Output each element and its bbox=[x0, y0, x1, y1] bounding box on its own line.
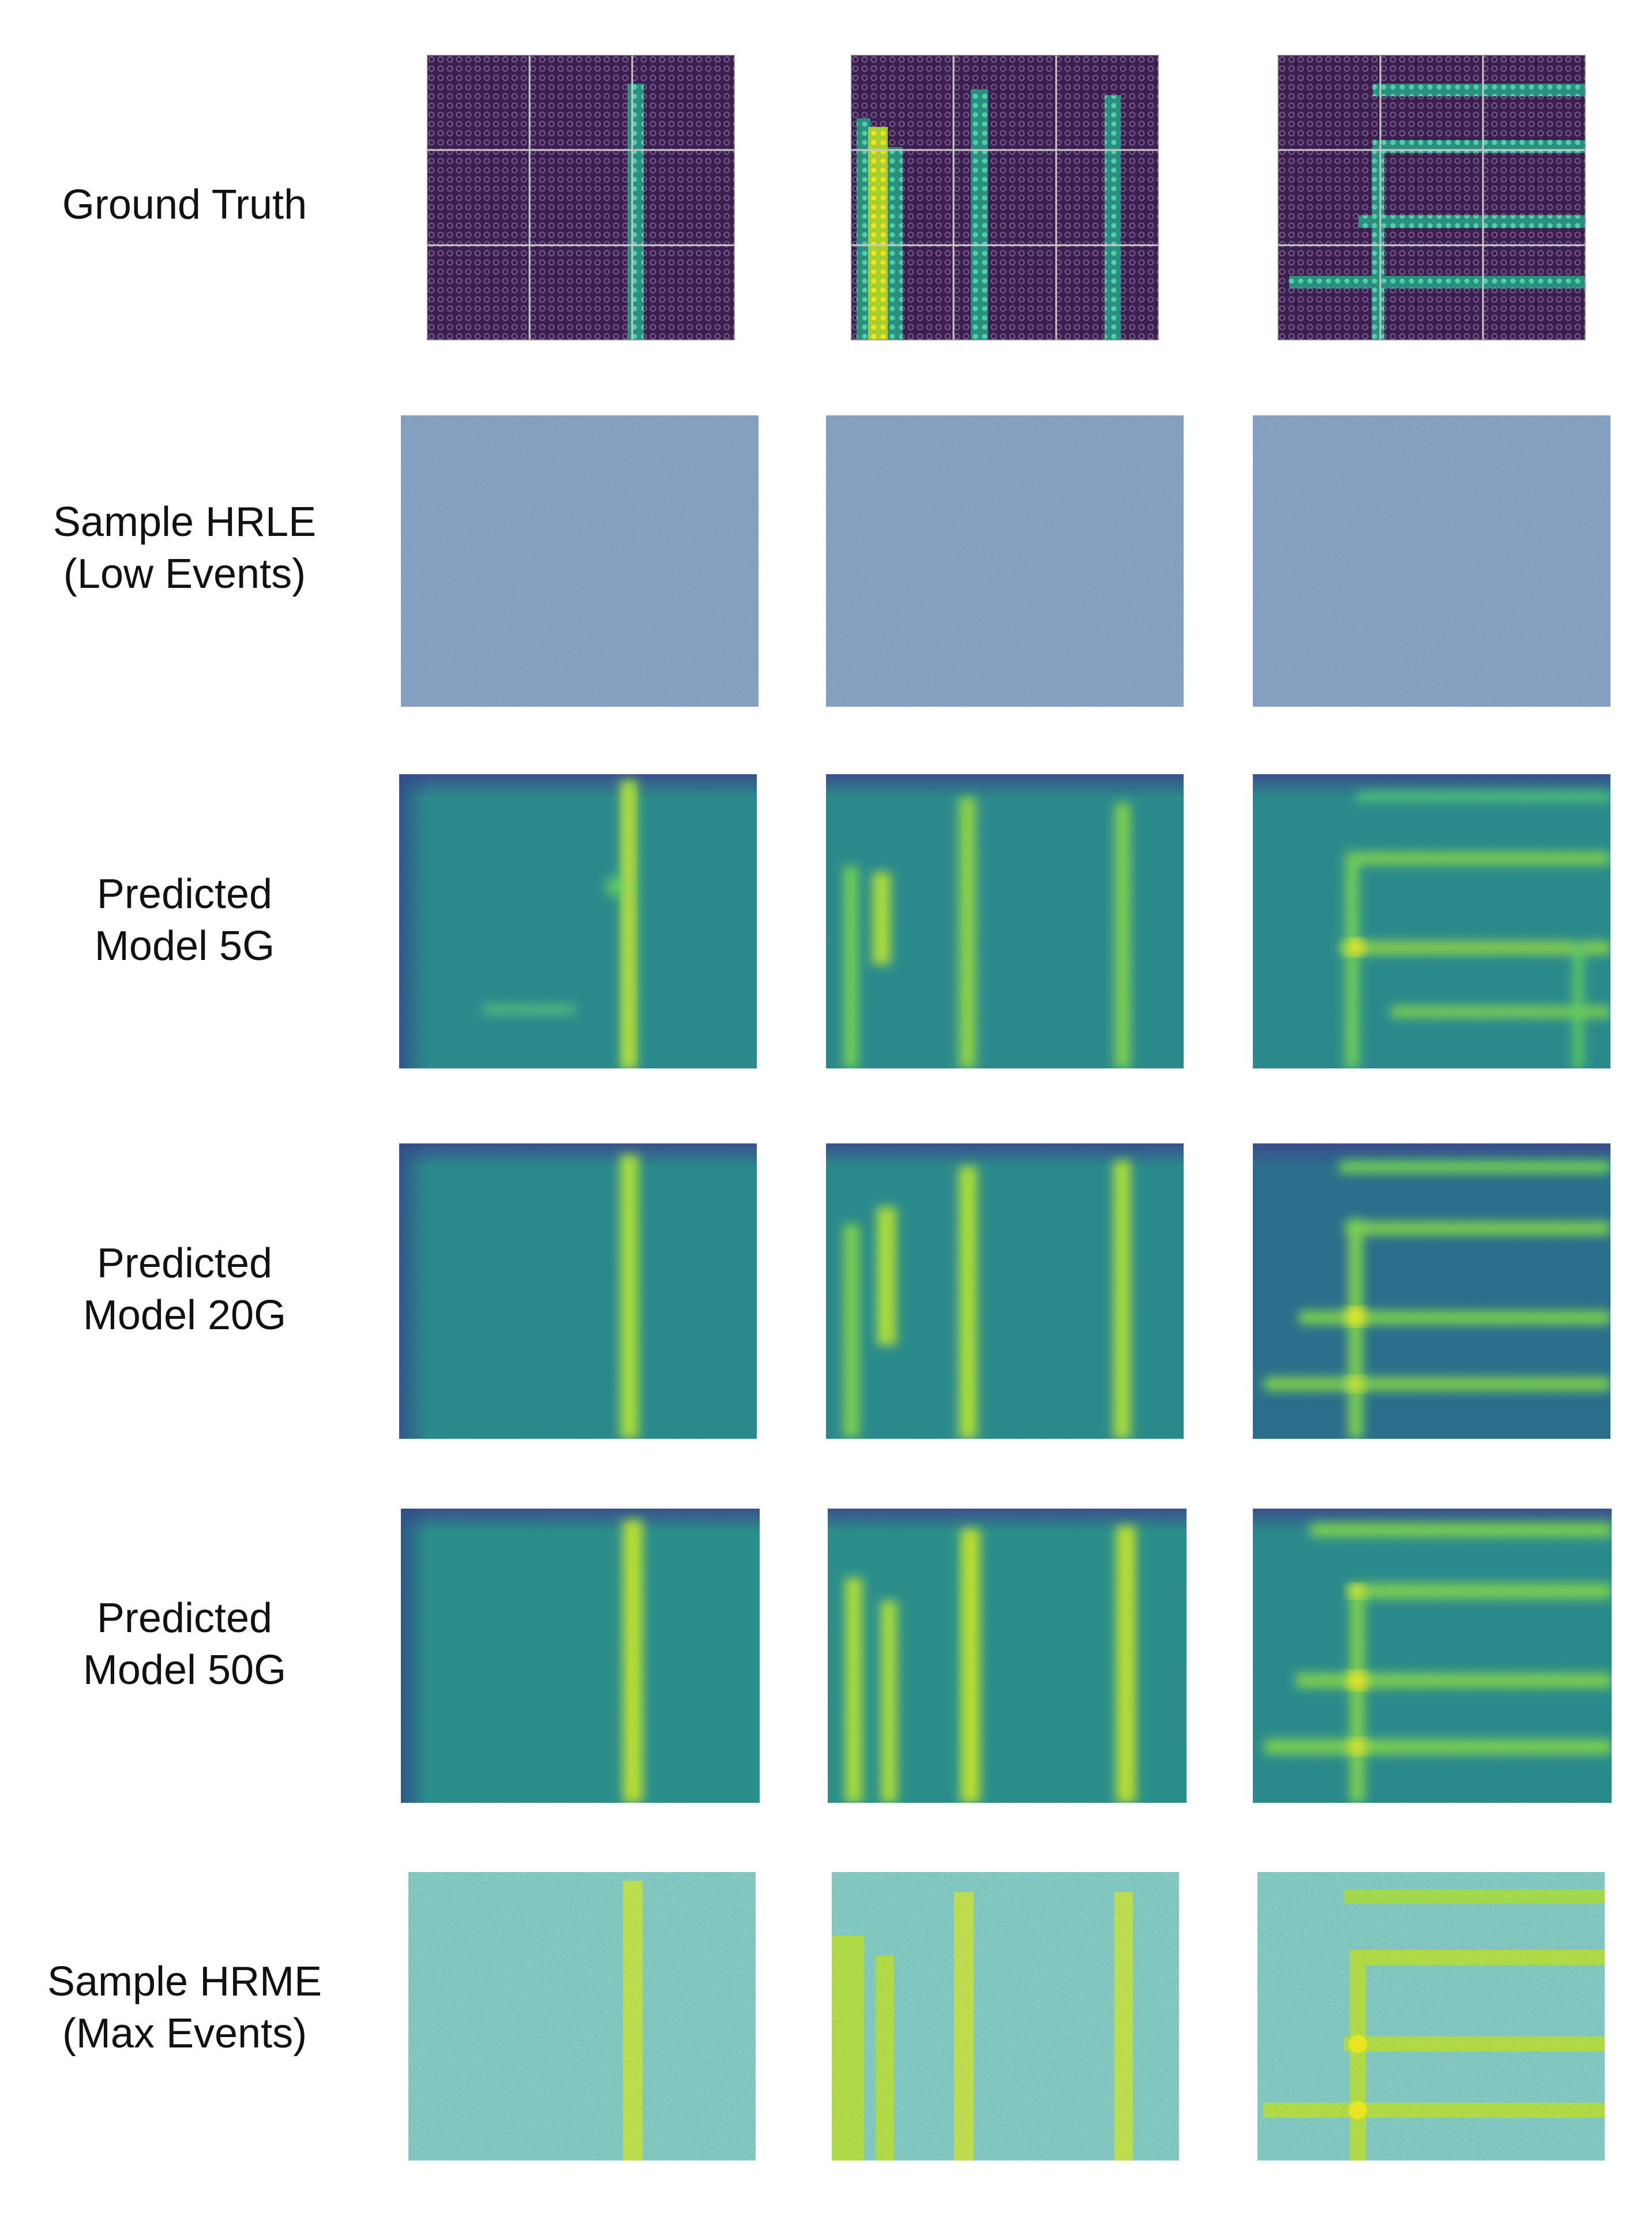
gt-line bbox=[1372, 147, 1384, 340]
m5-panel-3 bbox=[1253, 774, 1610, 1068]
m20-panel-3 bbox=[1253, 1143, 1610, 1439]
row-label-sample-hrle: Sample HRLE (Low Events) bbox=[0, 496, 369, 600]
label-line: (Low Events) bbox=[63, 551, 306, 597]
label-line: Sample HRME bbox=[47, 1959, 322, 2005]
gt-line bbox=[868, 127, 888, 340]
row-label-ground-truth: Ground Truth bbox=[0, 179, 369, 231]
hrme-panel-2 bbox=[832, 1872, 1179, 2161]
m50-panel-1 bbox=[401, 1509, 760, 1803]
hrle-panel-2 bbox=[826, 415, 1184, 707]
label-line: Ground Truth bbox=[62, 182, 307, 228]
label-line: Predicted bbox=[96, 1240, 273, 1286]
label-line: Predicted bbox=[96, 871, 273, 917]
row-label-model-5g: Predicted Model 5G bbox=[0, 868, 369, 972]
label-line: Model 50G bbox=[82, 1647, 287, 1693]
gt-line bbox=[1289, 276, 1586, 288]
hrle-panel-3 bbox=[1253, 415, 1610, 707]
hrme-panel-1 bbox=[408, 1872, 756, 2161]
label-line: Predicted bbox=[96, 1595, 273, 1641]
gt-line bbox=[1105, 95, 1121, 340]
m5-panel-1 bbox=[399, 774, 757, 1068]
m50-panel-2 bbox=[828, 1509, 1187, 1803]
row-label-sample-hrme: Sample HRME (Max Events) bbox=[0, 1956, 369, 2060]
label-line: (Max Events) bbox=[62, 2011, 307, 2057]
gt-panel-2 bbox=[851, 55, 1159, 340]
gt-line bbox=[1373, 140, 1586, 153]
label-line: Sample HRLE bbox=[52, 499, 317, 545]
label-line: Model 5G bbox=[94, 923, 275, 969]
m50-panel-3 bbox=[1253, 1509, 1612, 1803]
row-label-model-20g: Predicted Model 20G bbox=[0, 1237, 369, 1341]
m5-panel-2 bbox=[826, 774, 1184, 1068]
gt-line bbox=[1358, 215, 1586, 228]
gt-line bbox=[888, 147, 903, 340]
gt-line bbox=[628, 84, 644, 340]
hrme-panel-3 bbox=[1257, 1872, 1605, 2161]
m20-panel-1 bbox=[399, 1143, 757, 1439]
m20-panel-2 bbox=[826, 1143, 1184, 1439]
row-label-model-50g: Predicted Model 50G bbox=[0, 1592, 369, 1696]
gt-panel-1 bbox=[427, 55, 735, 340]
label-line: Model 20G bbox=[82, 1292, 287, 1338]
gt-panel-3 bbox=[1278, 55, 1586, 340]
gt-line bbox=[1373, 84, 1586, 96]
gt-line bbox=[971, 89, 988, 340]
hrle-panel-1 bbox=[401, 415, 759, 707]
